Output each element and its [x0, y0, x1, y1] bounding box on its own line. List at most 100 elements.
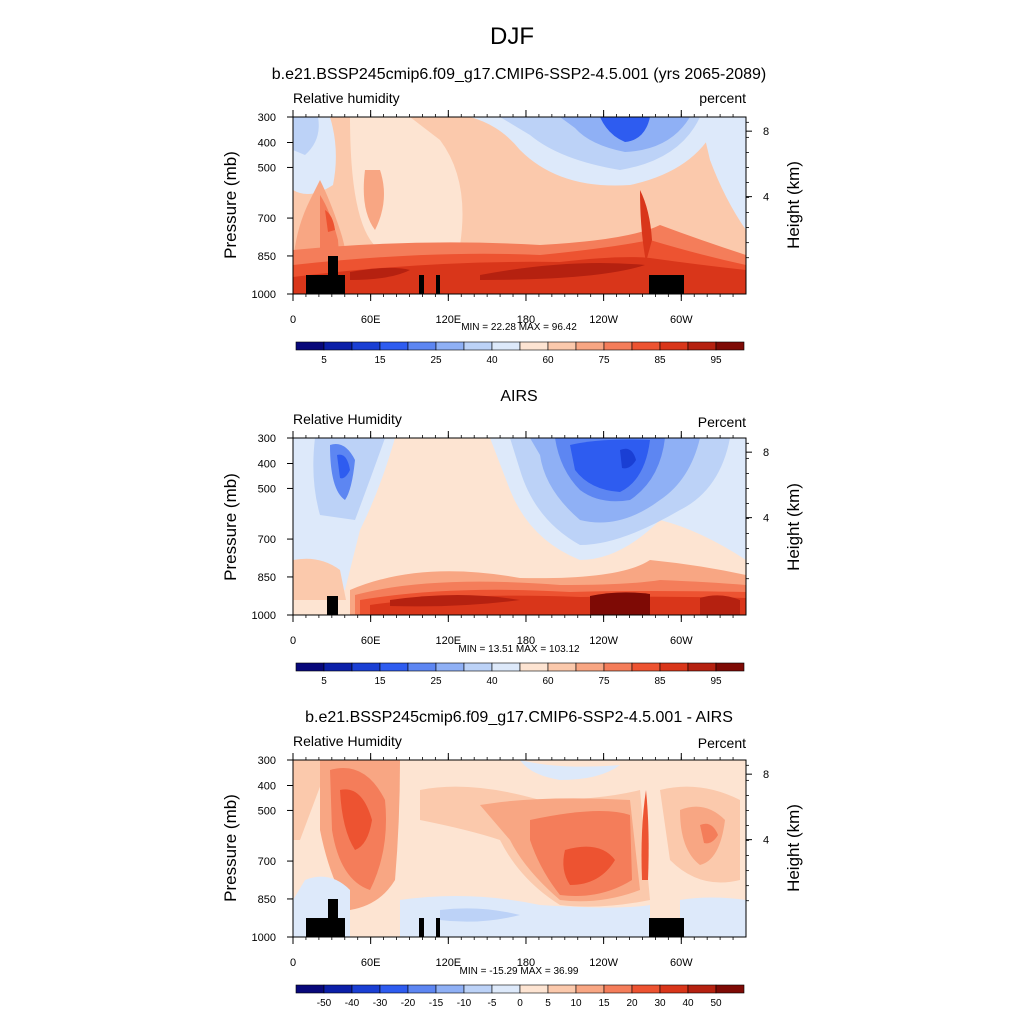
x-tick-label: 120E — [435, 314, 461, 326]
colorbar-swatch — [491, 341, 521, 351]
x-tick-label: 120E — [435, 635, 461, 647]
y2-tick-label: 4 — [763, 192, 769, 204]
y-axis: 300 400 500 700 850 1000 — [252, 112, 293, 301]
y2-tick-label: 8 — [763, 447, 769, 459]
y-tick-label: 400 — [258, 137, 276, 149]
colorbar-swatch — [323, 341, 353, 351]
x-tick-label: 120W — [589, 635, 618, 647]
colorbar-swatch — [715, 341, 745, 351]
colorbar-swatch — [603, 341, 633, 351]
colorbar-swatch — [547, 984, 577, 994]
colorbar-label: 15 — [374, 676, 386, 687]
colorbar: -50 -40 -30 -20 -15 -10 -5 0 5 10 15 20 30 40 50 — [295, 984, 745, 1009]
x-tick-label: 0 — [290, 957, 296, 969]
x-tick-label: 60W — [670, 957, 693, 969]
colorbar-label: 85 — [654, 676, 666, 687]
x-tick-label: 60W — [670, 314, 693, 326]
x-tick-label: 180 — [517, 635, 535, 647]
colorbar-swatch — [659, 984, 689, 994]
contour-field — [293, 117, 746, 294]
colorbar-swatch — [575, 341, 605, 351]
colorbar-swatch — [351, 341, 381, 351]
y2-tick-label: 4 — [763, 835, 769, 847]
colorbar-swatch — [463, 341, 493, 351]
y2-axis-title: Height (km) — [784, 804, 803, 892]
right-label: Percent — [698, 735, 746, 751]
colorbar-swatch — [407, 984, 437, 994]
y-tick-label: 700 — [258, 213, 276, 225]
y-tick-label: 300 — [258, 112, 276, 124]
y-tick-label: 1000 — [252, 289, 276, 301]
colorbar-swatch — [379, 984, 409, 994]
colorbar: 5 15 25 40 60 75 85 95 — [295, 341, 745, 366]
y-tick-label: 400 — [258, 780, 276, 792]
y2-axis: 84 — [746, 764, 769, 902]
colorbar-swatch — [351, 662, 381, 672]
colorbar-swatch — [295, 662, 325, 672]
colorbar-swatch — [687, 662, 717, 672]
colorbar-label: 60 — [542, 676, 554, 687]
y-tick-label: 400 — [258, 458, 276, 470]
left-label: Relative Humidity — [293, 733, 402, 749]
right-label: Percent — [698, 414, 746, 430]
min-max-text: MIN = 13.51 MAX = 103.12 — [458, 644, 580, 655]
x-tick-label: 180 — [517, 314, 535, 326]
y-tick-label: 300 — [258, 433, 276, 445]
colorbar-label: 50 — [710, 998, 722, 1009]
x-axis: 0 60E 120E 180 120W 60W — [290, 110, 734, 326]
colorbar-label: -15 — [429, 998, 444, 1009]
colorbar-swatch — [631, 341, 661, 351]
colorbar-swatch — [687, 984, 717, 994]
colorbar-label: -10 — [457, 998, 472, 1009]
colorbar-label: 75 — [598, 355, 610, 366]
plot-frame — [292, 437, 747, 616]
colorbar-label: 40 — [682, 998, 694, 1009]
x-axis: 0 60E 120E 180 120W 60W — [290, 753, 734, 969]
y-tick-label: 700 — [258, 534, 276, 546]
y2-tick-label: 8 — [763, 769, 769, 781]
colorbar-swatch — [435, 662, 465, 672]
colorbar-label: 10 — [570, 998, 582, 1009]
colorbar-swatch — [575, 984, 605, 994]
y-axis-title: Pressure (mb) — [221, 151, 240, 259]
colorbar-swatch — [631, 662, 661, 672]
y-tick-label: 500 — [258, 483, 276, 495]
x-tick-label: 60E — [361, 957, 381, 969]
y2-axis-title: Height (km) — [784, 161, 803, 249]
x-tick-label: 60W — [670, 635, 693, 647]
colorbar-swatch — [659, 341, 689, 351]
colorbar-swatch — [519, 662, 549, 672]
x-tick-label: 60E — [361, 314, 381, 326]
colorbar-swatch — [631, 984, 661, 994]
y2-axis: 84 — [746, 442, 769, 580]
y-tick-label: 300 — [258, 755, 276, 767]
colorbar-swatch — [715, 662, 745, 672]
colorbar-label: 25 — [430, 676, 442, 687]
colorbar-label: 25 — [430, 355, 442, 366]
panel-title: b.e21.BSSP245cmip6.f09_g17.CMIP6-SSP2-4.… — [272, 66, 767, 83]
colorbar-label: 95 — [710, 676, 722, 687]
y-tick-label: 850 — [258, 572, 276, 584]
topography-mask — [327, 596, 338, 615]
topography-mask — [306, 256, 684, 294]
y-axis: 300 400 500 700 850 1000 — [252, 433, 293, 622]
colorbar-label: 20 — [626, 998, 638, 1009]
y-tick-label: 500 — [258, 162, 276, 174]
colorbar-swatch — [491, 662, 521, 672]
colorbar-swatch — [435, 341, 465, 351]
y-tick-label: 500 — [258, 805, 276, 817]
colorbar-label: 30 — [654, 998, 666, 1009]
colorbar-swatch — [323, 984, 353, 994]
figure-title: DJF — [490, 23, 534, 50]
plot-frame — [292, 116, 747, 295]
x-axis: 0 60E 120E 180 120W 60W — [290, 431, 734, 647]
colorbar-swatch — [575, 662, 605, 672]
y2-axis: 84 — [746, 121, 769, 259]
panel-title: b.e21.BSSP245cmip6.f09_g17.CMIP6-SSP2-4.… — [305, 709, 733, 726]
colorbar-label: -5 — [488, 998, 497, 1009]
plot-frame — [292, 759, 747, 938]
left-label: Relative humidity — [293, 90, 400, 106]
colorbar-label: 5 — [321, 355, 327, 366]
contour-field — [293, 760, 746, 937]
